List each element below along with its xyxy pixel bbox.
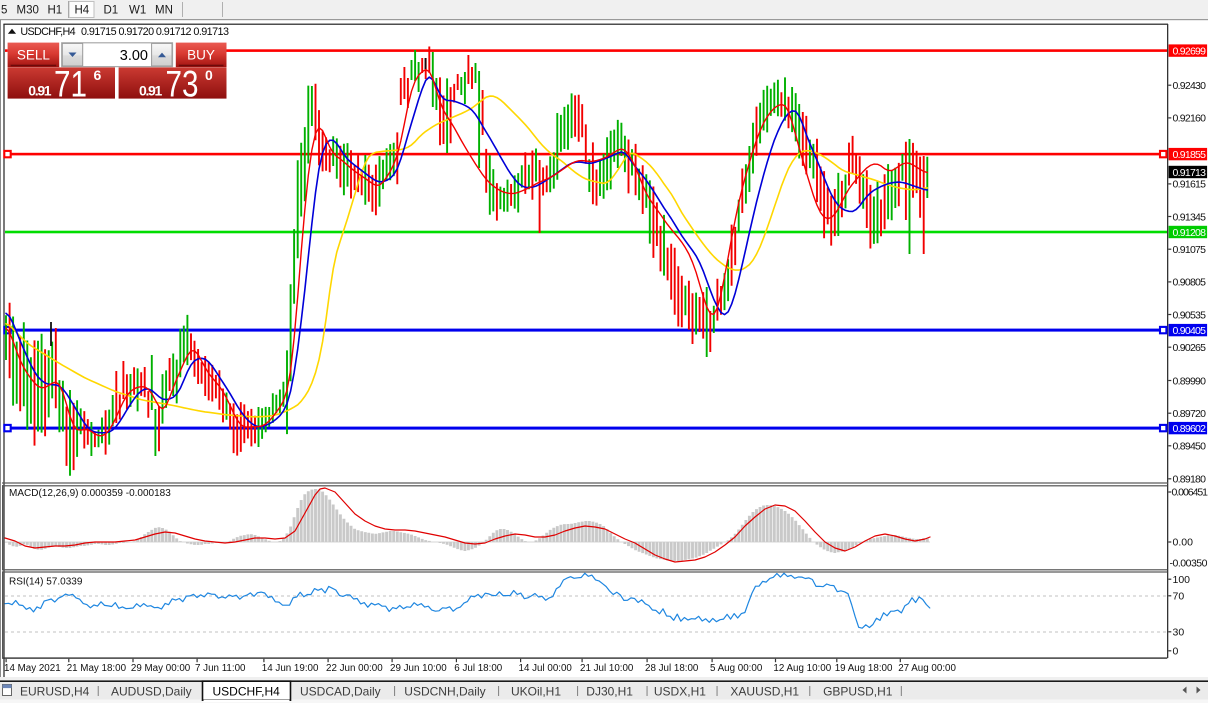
svg-text:29 May 00:00: 29 May 00:00: [131, 663, 191, 674]
svg-text:W1: W1: [129, 5, 146, 17]
svg-text:0.89602: 0.89602: [1173, 423, 1207, 435]
svg-text:UKOil,H1: UKOil,H1: [511, 685, 561, 699]
svg-text:0.92160: 0.92160: [1173, 113, 1207, 125]
svg-text:0.89180: 0.89180: [1173, 474, 1207, 486]
svg-text:71: 71: [54, 63, 87, 105]
svg-text:EURUSD,H4: EURUSD,H4: [20, 685, 90, 699]
svg-text:USDCAD,Daily: USDCAD,Daily: [300, 685, 381, 699]
svg-text:MN: MN: [155, 5, 173, 17]
svg-text:100: 100: [1173, 574, 1191, 586]
svg-text:6: 6: [94, 67, 102, 83]
svg-text:GBPUSD,H1: GBPUSD,H1: [823, 685, 893, 699]
svg-text:27 Aug 00:00: 27 Aug 00:00: [898, 663, 956, 674]
svg-text:0.91: 0.91: [28, 83, 52, 99]
svg-text:D1: D1: [104, 5, 119, 17]
svg-text:0.91075: 0.91075: [1173, 244, 1207, 256]
svg-text:USDCHF,H4: USDCHF,H4: [213, 685, 281, 699]
svg-text:5 Aug 00:00: 5 Aug 00:00: [710, 663, 763, 674]
svg-text:0.90805: 0.90805: [1173, 277, 1207, 289]
svg-text:0.91715 0.91720 0.91712 0.9171: 0.91715 0.91720 0.91712 0.91713: [81, 26, 229, 38]
svg-text:21 May 18:00: 21 May 18:00: [67, 663, 127, 674]
svg-text:0.90405: 0.90405: [1173, 325, 1207, 337]
svg-text:3.00: 3.00: [120, 48, 148, 64]
svg-text:0.00: 0.00: [1173, 536, 1194, 548]
svg-text:7 Jun 11:00: 7 Jun 11:00: [195, 663, 246, 674]
svg-text:BUY: BUY: [187, 47, 215, 62]
svg-text:0.89450: 0.89450: [1173, 441, 1207, 453]
svg-text:H1: H1: [48, 5, 63, 17]
svg-text:30: 30: [1173, 627, 1185, 639]
svg-text:0: 0: [205, 67, 213, 83]
svg-text:XAUUSD,H1: XAUUSD,H1: [730, 685, 799, 699]
svg-text:12 Aug 10:00: 12 Aug 10:00: [773, 663, 831, 674]
svg-text:0.91855: 0.91855: [1173, 149, 1207, 161]
svg-text:0.91713: 0.91713: [1173, 167, 1207, 179]
svg-text:28 Jul 18:00: 28 Jul 18:00: [645, 663, 699, 674]
svg-text:0.91345: 0.91345: [1173, 211, 1207, 223]
svg-text:14 Jul 00:00: 14 Jul 00:00: [519, 663, 573, 674]
svg-text:M30: M30: [17, 5, 39, 17]
svg-text:MACD(12,26,9) 0.000359 -0.0001: MACD(12,26,9) 0.000359 -0.000183: [9, 488, 171, 499]
svg-text:0: 0: [1173, 646, 1179, 658]
svg-text:SELL: SELL: [17, 47, 51, 62]
svg-text:73: 73: [166, 63, 199, 105]
svg-text:70: 70: [1173, 591, 1185, 603]
svg-text:6 Jul 18:00: 6 Jul 18:00: [454, 663, 502, 674]
svg-text:0.90265: 0.90265: [1173, 342, 1207, 354]
svg-text:H4: H4: [75, 5, 90, 17]
svg-text:0.90535: 0.90535: [1173, 309, 1207, 321]
svg-text:14 May 2021: 14 May 2021: [4, 663, 61, 674]
svg-text:14 Jun 19:00: 14 Jun 19:00: [262, 663, 319, 674]
svg-text:5: 5: [1, 5, 7, 17]
svg-text:USDX,H1: USDX,H1: [654, 685, 706, 699]
svg-text:RSI(14) 57.0339: RSI(14) 57.0339: [9, 577, 83, 588]
svg-text:0.006451: 0.006451: [1172, 487, 1208, 499]
svg-text:AUDUSD,Daily: AUDUSD,Daily: [111, 685, 192, 699]
svg-text:0.89720: 0.89720: [1173, 408, 1207, 420]
svg-text:21 Jul 10:00: 21 Jul 10:00: [580, 663, 634, 674]
svg-text:0.92699: 0.92699: [1173, 45, 1207, 57]
svg-text:19 Aug 18:00: 19 Aug 18:00: [835, 663, 893, 674]
svg-text:0.89990: 0.89990: [1173, 375, 1207, 387]
svg-text:22 Jun 00:00: 22 Jun 00:00: [326, 663, 383, 674]
svg-text:DJ30,H1: DJ30,H1: [586, 685, 633, 699]
svg-text:-0.00350: -0.00350: [1170, 557, 1208, 569]
svg-text:0.91: 0.91: [139, 83, 163, 99]
svg-text:0.91208: 0.91208: [1173, 227, 1207, 239]
svg-text:USDCHF,H4: USDCHF,H4: [20, 26, 75, 38]
svg-text:USDCNH,Daily: USDCNH,Daily: [404, 685, 485, 699]
svg-text:0.91615: 0.91615: [1173, 179, 1207, 191]
svg-text:0.92430: 0.92430: [1173, 80, 1207, 92]
svg-text:29 Jun 10:00: 29 Jun 10:00: [390, 663, 447, 674]
